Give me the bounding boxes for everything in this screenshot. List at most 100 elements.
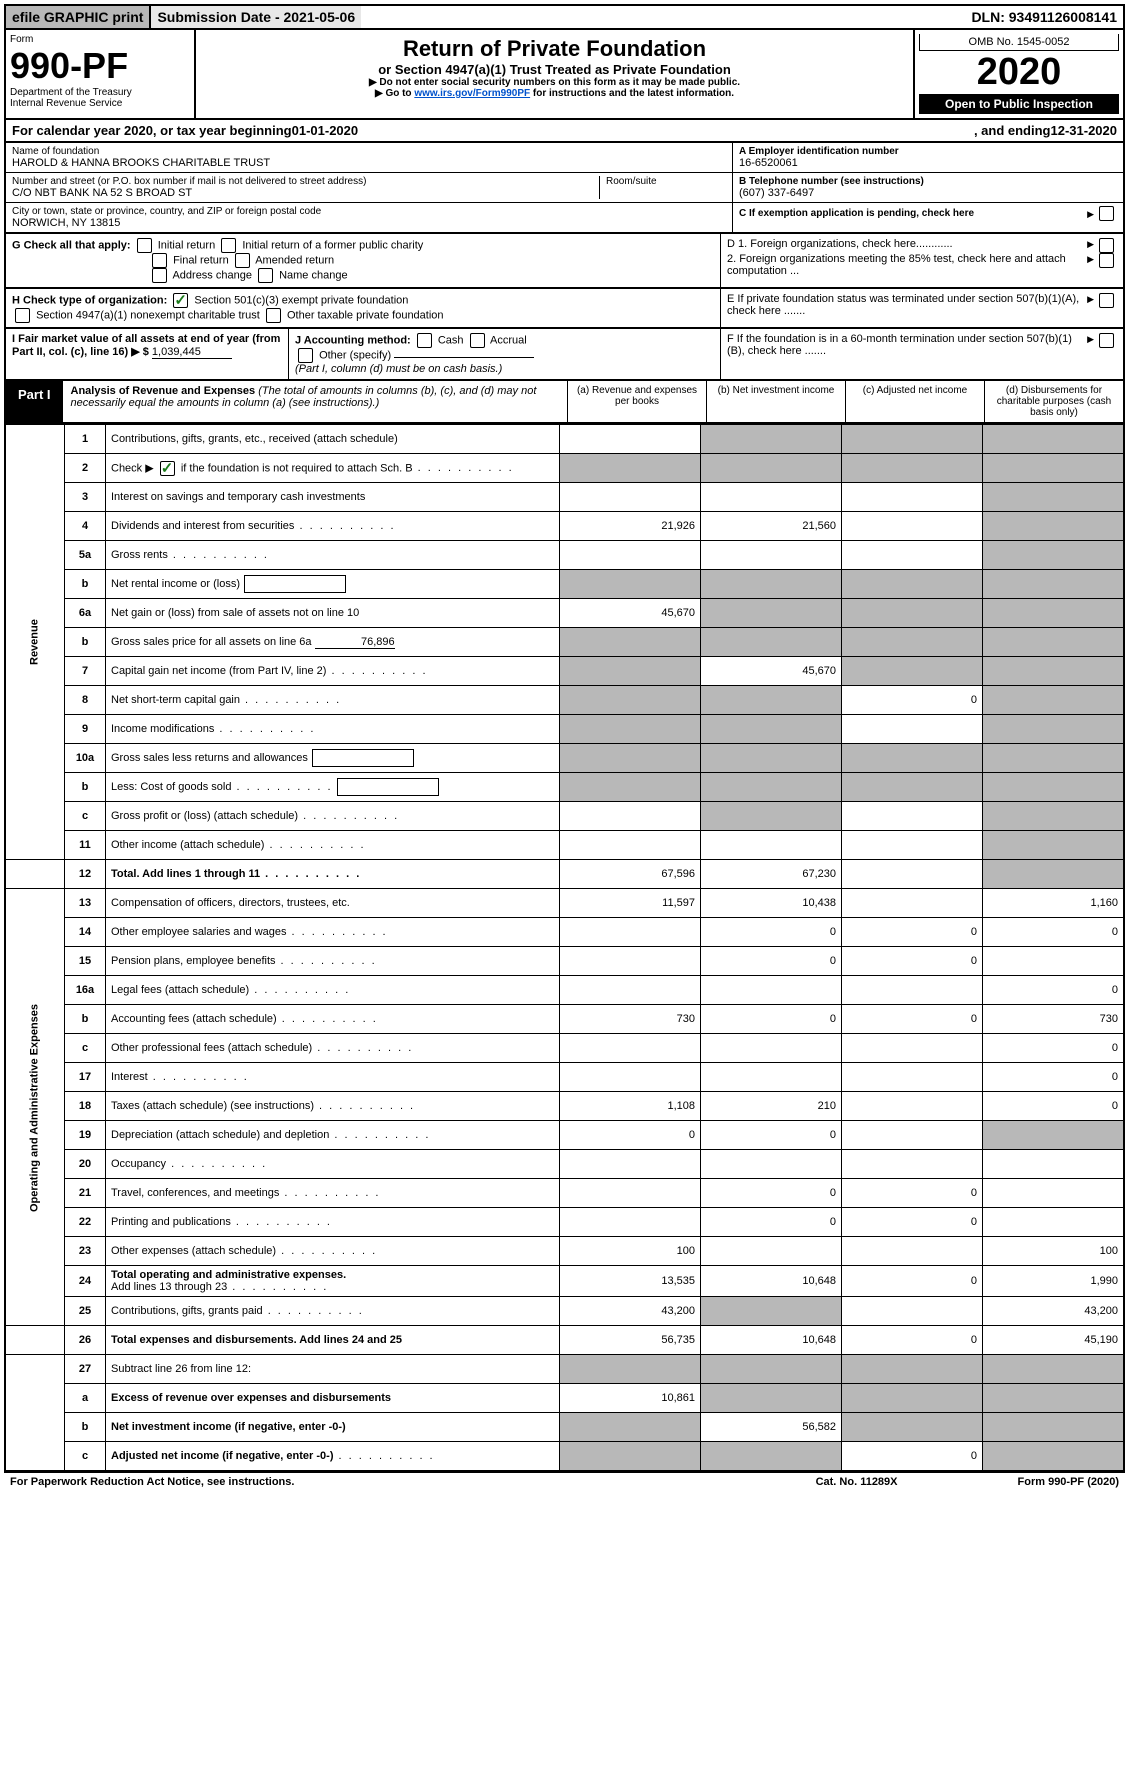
city-state-zip: NORWICH, NY 13815 <box>12 217 726 229</box>
g-amended-checkbox[interactable] <box>235 253 250 268</box>
table-row: bNet rental income or (loss) <box>5 570 1124 599</box>
j-other-checkbox[interactable] <box>298 348 313 363</box>
l7-desc: Capital gain net income (from Part IV, l… <box>111 665 326 677</box>
l14-b: 0 <box>701 918 842 947</box>
l14-desc: Other employee salaries and wages <box>111 926 286 938</box>
l8-c: 0 <box>842 686 983 715</box>
irs-link[interactable]: www.irs.gov/Form990PF <box>414 88 530 99</box>
e-checkbox[interactable] <box>1099 293 1114 308</box>
table-row: 27Subtract line 26 from line 12: <box>5 1355 1124 1384</box>
l16b-a: 730 <box>560 1005 701 1034</box>
i-label: I Fair market value of all assets at end… <box>12 333 280 358</box>
l27b-desc: Net investment income (if negative, ente… <box>106 1413 560 1442</box>
g-initial-checkbox[interactable] <box>137 238 152 253</box>
table-row: 7Capital gain net income (from Part IV, … <box>5 657 1124 686</box>
h-501c3-checkbox[interactable] <box>173 293 188 308</box>
l19-b: 0 <box>701 1121 842 1150</box>
submission-date: Submission Date - 2021-05-06 <box>149 6 361 28</box>
arrow-icon <box>1087 253 1096 277</box>
l22-c: 0 <box>842 1208 983 1237</box>
h-4947: Section 4947(a)(1) nonexempt charitable … <box>36 309 260 321</box>
table-row: 14Other employee salaries and wages000 <box>5 918 1124 947</box>
part1-table: Revenue 1Contributions, gifts, grants, e… <box>4 424 1125 1472</box>
l9-desc: Income modifications <box>111 723 214 735</box>
g-label: G Check all that apply: <box>12 239 131 251</box>
g-amended: Amended return <box>255 254 334 266</box>
l16c-d: 0 <box>983 1034 1125 1063</box>
l2-desc: if the foundation is not required to att… <box>181 462 413 474</box>
e-label: E If private foundation status was termi… <box>727 293 1087 323</box>
l14-d: 0 <box>983 918 1125 947</box>
l21-b: 0 <box>701 1179 842 1208</box>
table-row: 8Net short-term capital gain0 <box>5 686 1124 715</box>
l6a-a: 45,670 <box>560 599 701 628</box>
l15-desc: Pension plans, employee benefits <box>111 955 276 967</box>
l27a-a: 10,861 <box>560 1384 701 1413</box>
l21-c: 0 <box>842 1179 983 1208</box>
l22-b: 0 <box>701 1208 842 1237</box>
j-cash-checkbox[interactable] <box>417 333 432 348</box>
l17-d: 0 <box>983 1063 1125 1092</box>
l18-a: 1,108 <box>560 1092 701 1121</box>
h-other-checkbox[interactable] <box>266 308 281 323</box>
l5b-input[interactable] <box>244 575 346 593</box>
h-4947-checkbox[interactable] <box>15 308 30 323</box>
l10a-input[interactable] <box>312 749 414 767</box>
l10b-input[interactable] <box>337 778 439 796</box>
table-row: Operating and Administrative Expenses 13… <box>5 889 1124 918</box>
l12-desc: Total. Add lines 1 through 11 <box>111 868 260 880</box>
omb-number: OMB No. 1545-0052 <box>919 34 1119 51</box>
d1-checkbox[interactable] <box>1099 238 1114 253</box>
warning-link: ▶ Go to www.irs.gov/Form990PF for instru… <box>202 88 907 99</box>
l27-desc: Subtract line 26 from line 12: <box>106 1355 560 1384</box>
l19-desc: Depreciation (attach schedule) and deple… <box>111 1129 329 1141</box>
l2-checkbox[interactable] <box>160 461 175 476</box>
h-label: H Check type of organization: <box>12 294 167 306</box>
h-e-row: H Check type of organization: Section 50… <box>4 289 1125 329</box>
j-other-input[interactable] <box>394 357 534 358</box>
l25-d: 43,200 <box>983 1297 1125 1326</box>
i-j-f-row: I Fair market value of all assets at end… <box>4 329 1125 381</box>
j-label: J Accounting method: <box>295 334 411 346</box>
addr-label: Number and street (or P.O. box number if… <box>12 176 599 187</box>
address: C/O NBT BANK NA 52 S BROAD ST <box>12 187 599 199</box>
table-row: bNet investment income (if negative, ent… <box>5 1413 1124 1442</box>
g-final-checkbox[interactable] <box>152 253 167 268</box>
cal-begin: 01-01-2020 <box>292 123 359 138</box>
l21-desc: Travel, conferences, and meetings <box>111 1187 279 1199</box>
arrow-icon <box>1087 208 1096 220</box>
g-initial-former-checkbox[interactable] <box>221 238 236 253</box>
table-row: 12Total. Add lines 1 through 1167,59667,… <box>5 860 1124 889</box>
j-other: Other (specify) <box>319 349 391 361</box>
goto-suffix: for instructions and the latest informat… <box>533 88 734 99</box>
l25-a: 43,200 <box>560 1297 701 1326</box>
l13-d: 1,160 <box>983 889 1125 918</box>
l8-desc: Net short-term capital gain <box>111 694 240 706</box>
l27c-c: 0 <box>842 1442 983 1472</box>
l26-c: 0 <box>842 1326 983 1355</box>
form-subtitle: or Section 4947(a)(1) Trust Treated as P… <box>202 62 907 77</box>
l27a-desc: Excess of revenue over expenses and disb… <box>106 1384 560 1413</box>
l16b-c: 0 <box>842 1005 983 1034</box>
cal-prefix: For calendar year 2020, or tax year begi… <box>12 123 292 138</box>
form-header: Form 990-PF Department of the Treasury I… <box>4 30 1125 120</box>
footer-left: For Paperwork Reduction Act Notice, see … <box>10 1476 294 1488</box>
table-row: 10aGross sales less returns and allowanc… <box>5 744 1124 773</box>
l14-c: 0 <box>842 918 983 947</box>
table-row: 20Occupancy <box>5 1150 1124 1179</box>
expenses-side-label: Operating and Administrative Expenses <box>5 889 65 1326</box>
l15-c: 0 <box>842 947 983 976</box>
l16b-desc: Accounting fees (attach schedule) <box>111 1013 277 1025</box>
j-accrual-checkbox[interactable] <box>470 333 485 348</box>
h-501c3: Section 501(c)(3) exempt private foundat… <box>194 294 408 306</box>
arrow-icon <box>1087 238 1096 253</box>
f-checkbox[interactable] <box>1099 333 1114 348</box>
j-accrual: Accrual <box>490 334 527 346</box>
j-note: (Part I, column (d) must be on cash basi… <box>295 363 502 375</box>
g-name-checkbox[interactable] <box>258 268 273 283</box>
l16a-desc: Legal fees (attach schedule) <box>111 984 249 996</box>
c-checkbox[interactable] <box>1099 206 1114 221</box>
g-address-checkbox[interactable] <box>152 268 167 283</box>
d2-checkbox[interactable] <box>1099 253 1114 268</box>
i-value: 1,039,445 <box>152 346 232 359</box>
